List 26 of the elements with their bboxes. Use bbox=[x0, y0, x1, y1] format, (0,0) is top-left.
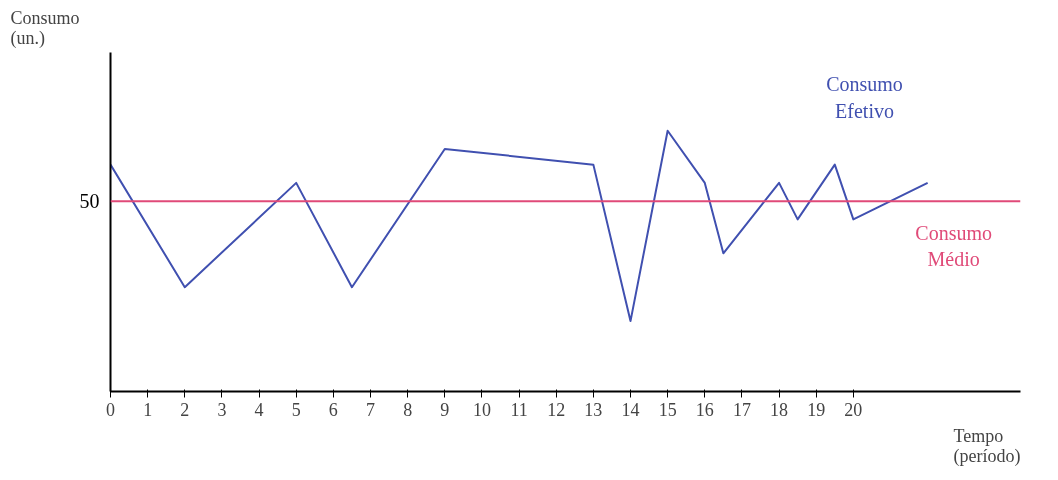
x-tick-label: 6 bbox=[328, 399, 338, 420]
x-tick-label: 16 bbox=[695, 399, 714, 420]
x-tick-label: 3 bbox=[217, 399, 227, 420]
x-tick-label: 18 bbox=[770, 399, 789, 420]
x-tick-label: 15 bbox=[658, 399, 677, 420]
x-tick-label: 1 bbox=[143, 399, 153, 420]
x-tick-label: 13 bbox=[584, 399, 603, 420]
x-tick-label: 10 bbox=[472, 399, 491, 420]
x-tick-label: 20 bbox=[844, 399, 863, 420]
text: Consumo Efetivo bbox=[826, 73, 903, 122]
ref-line-label: Consumo Médio bbox=[915, 222, 992, 271]
text: 50 bbox=[79, 190, 100, 213]
x-tick-label: 5 bbox=[291, 399, 301, 420]
x-tick-label: 12 bbox=[547, 399, 566, 420]
y-axis-title: Consumo (un.) bbox=[10, 7, 80, 49]
x-tick-label: 8 bbox=[403, 399, 413, 420]
x-tick-label: 19 bbox=[807, 399, 826, 420]
x-tick-label: 2 bbox=[180, 399, 190, 420]
x-tick-label: 14 bbox=[621, 399, 640, 420]
x-tick-label: 0 bbox=[106, 399, 115, 420]
x-tick-label: 11 bbox=[510, 399, 528, 420]
x-tick-label: 17 bbox=[732, 399, 751, 420]
x-axis-title: Tempo (período) bbox=[953, 425, 1021, 467]
x-tick-label: 4 bbox=[254, 399, 264, 420]
x-tick-label: 9 bbox=[440, 399, 450, 420]
x-tick-label: 7 bbox=[366, 399, 375, 420]
